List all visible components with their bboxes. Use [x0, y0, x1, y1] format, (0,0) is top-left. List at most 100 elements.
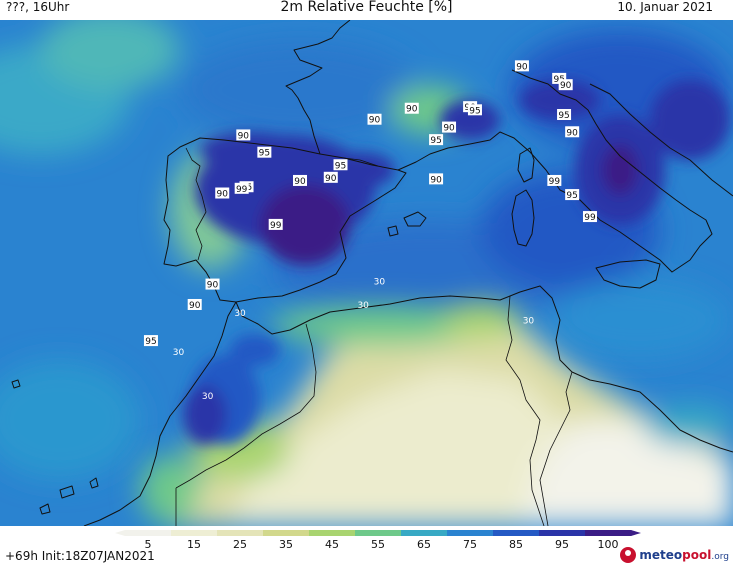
- contour-label-box: [293, 174, 307, 186]
- contour-label-text: 95: [259, 149, 270, 159]
- colorbar-tick-label: 100: [598, 538, 619, 548]
- colorbar-tick-label: 35: [279, 538, 293, 548]
- contour-label-text: 90: [369, 116, 381, 126]
- colorbar-tick-label: 75: [463, 538, 477, 548]
- contour-label: 95: [467, 104, 482, 116]
- contour-label-text: 99: [236, 185, 248, 195]
- contour-label: 30: [202, 392, 214, 402]
- contour-label-text: 99: [584, 213, 596, 223]
- contour-label-box: [565, 189, 580, 201]
- contour-label-text: 90: [189, 301, 201, 311]
- contour-label: 95: [257, 146, 272, 159]
- contour-label-text: 95: [145, 337, 156, 347]
- run-info: +69h Init:18Z07JAN2021: [5, 549, 155, 563]
- contour-label: 90: [367, 113, 382, 126]
- contour-label-box: [143, 335, 158, 347]
- contour-label-box: [205, 278, 220, 290]
- logo-tld-text: .org: [711, 552, 729, 562]
- contour-label-text: 90: [516, 62, 528, 72]
- humidity-field: [0, 20, 733, 526]
- contour-label: 30: [173, 348, 185, 358]
- contour-label-box: [552, 72, 567, 84]
- colorbar-max-arrow: [631, 530, 641, 536]
- colorbar-segment: [585, 530, 632, 536]
- contour-label-box: [367, 113, 382, 125]
- contour-label-box: [236, 129, 251, 141]
- contour-label: 90: [558, 79, 573, 91]
- coastlines: [11, 20, 733, 526]
- colorbar-segment: [171, 530, 218, 536]
- colorbar-tick-label: 45: [325, 538, 339, 548]
- contour-label-box: [582, 211, 597, 223]
- contour-label-text: 90: [560, 81, 572, 91]
- contour-label-text: 90: [566, 128, 578, 138]
- contour-label-text: 95: [335, 161, 346, 171]
- contour-label-text: 99: [270, 221, 282, 231]
- colorbar-segment: [309, 530, 356, 536]
- contour-label-box: [557, 109, 572, 121]
- contour-labels: 9095959090959990999090959090959095909590…: [143, 60, 597, 402]
- contour-label-box: [404, 102, 419, 114]
- colorbar-segment: [125, 530, 172, 536]
- colorbar-tick-label: 15: [187, 538, 201, 548]
- contour-label: 90: [187, 298, 202, 311]
- contour-label: 30: [374, 277, 386, 287]
- colorbar-tick-label: 5: [145, 538, 152, 548]
- contour-label: 90: [429, 173, 444, 185]
- colorbar-tick-label: 65: [417, 538, 431, 548]
- contour-label-box: [234, 182, 249, 194]
- contour-label-text: 90: [443, 124, 455, 134]
- contour-label-text: 30: [523, 317, 535, 327]
- contour-label-text: 99: [549, 177, 561, 187]
- contour-label-box: [467, 104, 482, 116]
- logo-main-text: meteo: [639, 548, 683, 562]
- contour-label-text: 95: [469, 106, 480, 116]
- colorbar-tick-label: 85: [509, 538, 523, 548]
- contour-label: 90: [205, 278, 220, 291]
- map-header: ???, 16Uhr 2m Relative Feuchte [%] 10. J…: [0, 0, 733, 20]
- logo-icon: [620, 547, 637, 563]
- colorbar-segment: [447, 530, 494, 536]
- forecast-date: 10. Januar 2021: [617, 0, 713, 14]
- contour-label: 90: [293, 174, 307, 187]
- contour-label-text: 90: [430, 175, 442, 185]
- colorbar-segment: [539, 530, 586, 536]
- contour-label-text: 30: [173, 348, 185, 358]
- contour-label-text: 95: [558, 111, 569, 121]
- contour-label: 95: [565, 189, 580, 201]
- contour-label-text: 95: [430, 136, 441, 146]
- contour-label-box: [565, 126, 580, 138]
- contour-label: 90: [514, 60, 529, 72]
- humidity-map-svg: 9095959090959990999090959090959095909590…: [0, 20, 733, 526]
- contour-label-text: 90: [406, 105, 418, 115]
- colorbar-min-arrow: [115, 530, 125, 536]
- contour-label-text: 90: [325, 174, 337, 184]
- contour-label: 30: [523, 317, 535, 327]
- contour-label-text: 30: [357, 301, 369, 311]
- contour-label-text: 90: [207, 281, 219, 291]
- contour-label: 99: [268, 218, 283, 231]
- contour-label-box: [514, 60, 529, 72]
- colorbar-tick-label: 25: [233, 538, 247, 548]
- colorbar-segment: [263, 530, 310, 536]
- contour-label-box: [429, 134, 444, 146]
- contour-label-text: 30: [202, 392, 214, 402]
- contour-label-text: 90: [217, 190, 229, 200]
- contour-label-text: 90: [294, 177, 306, 187]
- contour-label-box: [333, 159, 348, 171]
- contour-label-box: [323, 171, 338, 183]
- contour-label: 95: [557, 109, 572, 121]
- contour-label-box: [215, 187, 230, 199]
- contour-label-box: [547, 174, 562, 186]
- meteopool-logo[interactable]: meteopool.org: [620, 544, 729, 566]
- humidity-map: 9095959090959990999090959090959095909590…: [0, 20, 733, 526]
- contour-label-box: [257, 146, 272, 158]
- contour-label: 90: [404, 102, 419, 115]
- contour-label-box: [442, 121, 457, 133]
- contour-label-box: [429, 173, 444, 185]
- colorbar: 5 15 25 35 45 55 65 75 85 95 100: [115, 530, 641, 548]
- contour-label: 90: [323, 171, 338, 184]
- colorbar-segment: [217, 530, 264, 536]
- contour-label: 99: [547, 174, 562, 187]
- contour-label-box: [268, 218, 283, 230]
